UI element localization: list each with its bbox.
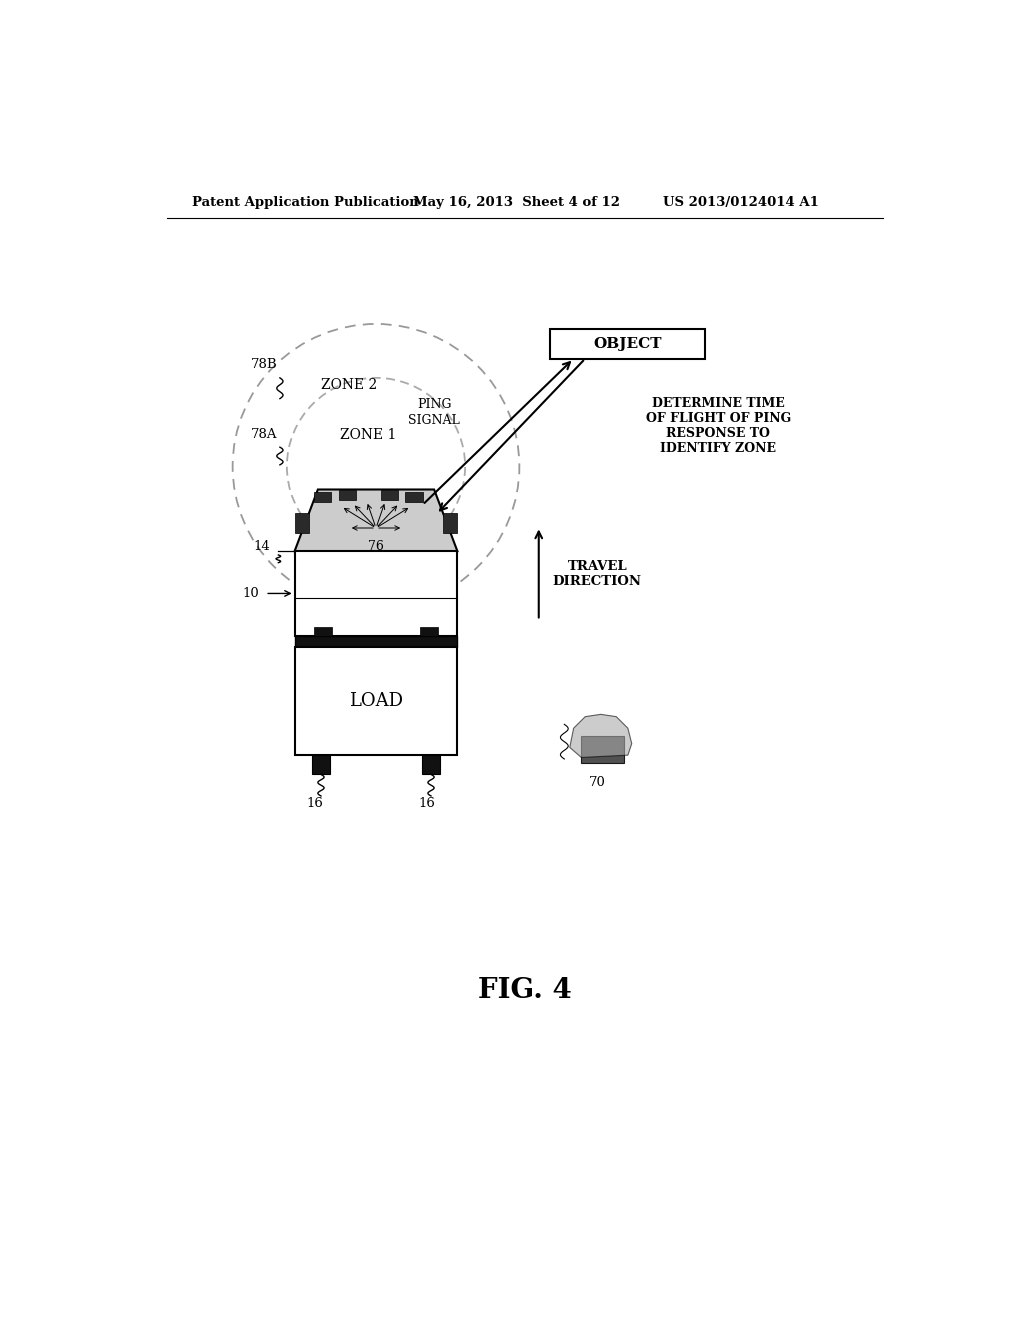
Bar [442, 512, 457, 533]
Polygon shape [295, 490, 458, 552]
Bar [339, 490, 356, 500]
Text: 78A: 78A [251, 428, 276, 441]
Text: 76: 76 [368, 540, 384, 553]
Bar [295, 552, 458, 636]
Bar [420, 627, 438, 636]
Text: 78B: 78B [251, 358, 278, 371]
Bar [314, 492, 331, 502]
Bar [582, 737, 624, 763]
Text: LOAD: LOAD [349, 692, 403, 710]
Text: 16: 16 [419, 797, 435, 809]
Text: PING
SIGNAL: PING SIGNAL [409, 399, 460, 426]
Text: US 2013/0124014 A1: US 2013/0124014 A1 [663, 197, 818, 209]
Bar [422, 755, 440, 775]
Text: TRAVEL
DIRECTION: TRAVEL DIRECTION [553, 560, 642, 589]
Text: 14: 14 [254, 540, 270, 553]
Text: May 16, 2013  Sheet 4 of 12: May 16, 2013 Sheet 4 of 12 [414, 197, 621, 209]
Bar [550, 330, 706, 359]
Bar [314, 627, 332, 636]
Bar [295, 636, 458, 647]
Text: OBJECT: OBJECT [594, 337, 663, 351]
Text: 10: 10 [243, 587, 259, 601]
Text: ZONE 1: ZONE 1 [340, 429, 396, 442]
Text: 16: 16 [306, 797, 324, 809]
Text: 70: 70 [589, 776, 606, 789]
Bar [295, 512, 309, 533]
Text: DETERMINE TIME
OF FLIGHT OF PING
RESPONSE TO
IDENTIFY ZONE: DETERMINE TIME OF FLIGHT OF PING RESPONS… [646, 397, 791, 455]
Text: Patent Application Publication: Patent Application Publication [191, 197, 418, 209]
Bar [381, 490, 397, 500]
Text: FIG. 4: FIG. 4 [478, 977, 571, 1003]
Text: ZONE 2: ZONE 2 [321, 379, 377, 392]
Bar [311, 755, 331, 775]
Bar [295, 647, 458, 755]
Polygon shape [569, 714, 632, 758]
Bar [406, 492, 423, 502]
